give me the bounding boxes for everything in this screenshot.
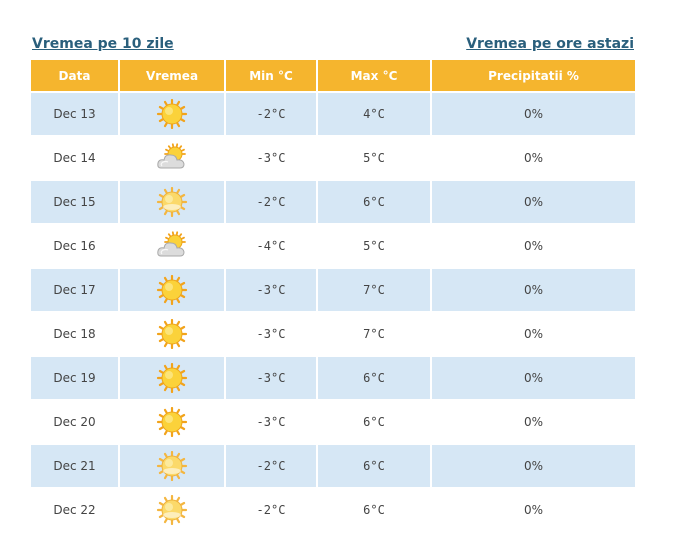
- weather-cell: [120, 401, 224, 445]
- header-weather: Vremea: [120, 60, 224, 93]
- precip-cell: 0%: [432, 489, 635, 533]
- sun-icon: [156, 275, 188, 305]
- weather-cell: [120, 93, 224, 137]
- cloudy-sun-icon: [156, 143, 188, 173]
- sun-icon: [156, 363, 188, 393]
- date-cell: Dec 17: [31, 269, 118, 313]
- precip-cell: 0%: [432, 269, 635, 313]
- date-cell: Dec 20: [31, 401, 118, 445]
- max-temp-cell: 5°C: [318, 137, 430, 181]
- max-temp-cell: 6°C: [318, 181, 430, 225]
- max-temp-cell: 4°C: [318, 93, 430, 137]
- table-row: Dec 18 -3°C 7°C 0%: [31, 313, 635, 357]
- date-cell: Dec 14: [31, 137, 118, 181]
- table-row: Dec 19 -3°C 6°C 0%: [31, 357, 635, 401]
- min-temp-cell: -3°C: [226, 137, 316, 181]
- header-precip: Precipitatii %: [432, 60, 635, 93]
- ten-day-forecast-link[interactable]: Vremea pe 10 zile: [32, 36, 174, 52]
- min-temp-cell: -3°C: [226, 313, 316, 357]
- max-temp-cell: 7°C: [318, 313, 430, 357]
- table-row: Dec 16 -4°C 5°C 0%: [31, 225, 635, 269]
- hourly-today-link[interactable]: Vremea pe ore astazi: [466, 36, 634, 52]
- precip-cell: 0%: [432, 357, 635, 401]
- max-temp-cell: 6°C: [318, 445, 430, 489]
- max-temp-cell: 6°C: [318, 357, 430, 401]
- max-temp-cell: 5°C: [318, 225, 430, 269]
- min-temp-cell: -2°C: [226, 489, 316, 533]
- weather-cell: [120, 357, 224, 401]
- header-date: Data: [31, 60, 118, 93]
- max-temp-cell: 6°C: [318, 489, 430, 533]
- max-temp-cell: 6°C: [318, 401, 430, 445]
- sun-icon: [156, 407, 188, 437]
- date-cell: Dec 16: [31, 225, 118, 269]
- min-temp-cell: -3°C: [226, 357, 316, 401]
- max-temp-cell: 7°C: [318, 269, 430, 313]
- hazy-sun-icon: [156, 495, 188, 525]
- table-header-row: Data Vremea Min °C Max °C Precipitatii %: [31, 60, 635, 93]
- table-row: Dec 14 -3°C 5°C 0%: [31, 137, 635, 181]
- min-temp-cell: -2°C: [226, 181, 316, 225]
- forecast-links: Vremea pe 10 zile Vremea pe ore astazi: [32, 36, 634, 56]
- table-row: Dec 13 -2°C 4°C 0%: [31, 93, 635, 137]
- precip-cell: 0%: [432, 401, 635, 445]
- date-cell: Dec 22: [31, 489, 118, 533]
- date-cell: Dec 21: [31, 445, 118, 489]
- min-temp-cell: -2°C: [226, 93, 316, 137]
- table-row: Dec 17 -3°C 7°C 0%: [31, 269, 635, 313]
- sun-icon: [156, 99, 188, 129]
- weather-cell: [120, 137, 224, 181]
- min-temp-cell: -3°C: [226, 401, 316, 445]
- weather-cell: [120, 269, 224, 313]
- precip-cell: 0%: [432, 93, 635, 137]
- weather-cell: [120, 225, 224, 269]
- date-cell: Dec 18: [31, 313, 118, 357]
- table-row: Dec 22 -2°C 6°C 0%: [31, 489, 635, 533]
- header-min: Min °C: [226, 60, 316, 93]
- date-cell: Dec 19: [31, 357, 118, 401]
- min-temp-cell: -2°C: [226, 445, 316, 489]
- date-cell: Dec 13: [31, 93, 118, 137]
- weather-cell: [120, 489, 224, 533]
- sun-icon: [156, 319, 188, 349]
- cloudy-sun-icon: [156, 231, 188, 261]
- forecast-table: Data Vremea Min °C Max °C Precipitatii %…: [29, 60, 637, 533]
- hazy-sun-icon: [156, 451, 188, 481]
- table-row: Dec 21 -2°C 6°C 0%: [31, 445, 635, 489]
- table-row: Dec 20 -3°C 6°C 0%: [31, 401, 635, 445]
- weather-cell: [120, 181, 224, 225]
- precip-cell: 0%: [432, 445, 635, 489]
- table-row: Dec 15 -2°C 6°C 0%: [31, 181, 635, 225]
- weather-cell: [120, 445, 224, 489]
- hazy-sun-icon: [156, 187, 188, 217]
- min-temp-cell: -3°C: [226, 269, 316, 313]
- weather-cell: [120, 313, 224, 357]
- header-max: Max °C: [318, 60, 430, 93]
- precip-cell: 0%: [432, 137, 635, 181]
- min-temp-cell: -4°C: [226, 225, 316, 269]
- date-cell: Dec 15: [31, 181, 118, 225]
- precip-cell: 0%: [432, 225, 635, 269]
- precip-cell: 0%: [432, 181, 635, 225]
- precip-cell: 0%: [432, 313, 635, 357]
